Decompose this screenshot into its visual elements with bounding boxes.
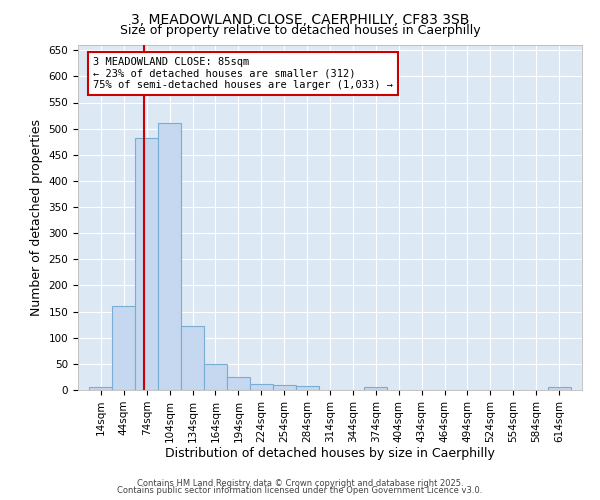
Bar bbox=[135, 138, 158, 390]
X-axis label: Distribution of detached houses by size in Caerphilly: Distribution of detached houses by size … bbox=[165, 448, 495, 460]
Bar bbox=[112, 306, 135, 390]
Bar bbox=[548, 388, 571, 390]
Bar bbox=[364, 388, 387, 390]
Text: Size of property relative to detached houses in Caerphilly: Size of property relative to detached ho… bbox=[119, 24, 481, 37]
Text: Contains public sector information licensed under the Open Government Licence v3: Contains public sector information licen… bbox=[118, 486, 482, 495]
Text: 3, MEADOWLAND CLOSE, CAERPHILLY, CF83 3SB: 3, MEADOWLAND CLOSE, CAERPHILLY, CF83 3S… bbox=[131, 12, 469, 26]
Bar bbox=[273, 386, 296, 390]
Text: 3 MEADOWLAND CLOSE: 85sqm
← 23% of detached houses are smaller (312)
75% of semi: 3 MEADOWLAND CLOSE: 85sqm ← 23% of detac… bbox=[93, 57, 393, 90]
Bar bbox=[250, 384, 273, 390]
Bar bbox=[89, 388, 112, 390]
Bar bbox=[296, 386, 319, 390]
Y-axis label: Number of detached properties: Number of detached properties bbox=[30, 119, 43, 316]
Bar bbox=[204, 364, 227, 390]
Bar bbox=[181, 326, 204, 390]
Bar bbox=[227, 377, 250, 390]
Text: Contains HM Land Registry data © Crown copyright and database right 2025.: Contains HM Land Registry data © Crown c… bbox=[137, 478, 463, 488]
Bar bbox=[158, 124, 181, 390]
